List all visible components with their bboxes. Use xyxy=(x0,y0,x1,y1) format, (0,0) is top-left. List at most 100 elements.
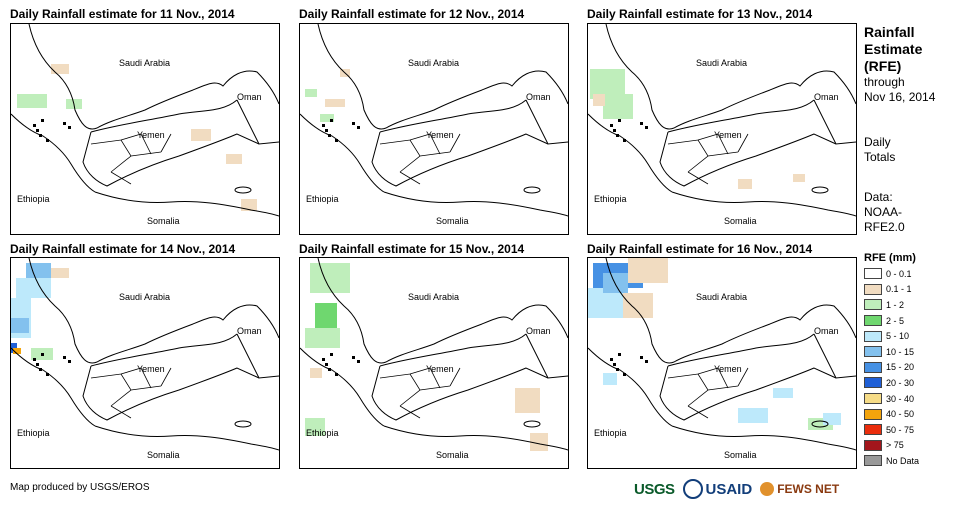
legend-swatch xyxy=(864,268,882,280)
legend-item: 20 - 30 xyxy=(864,375,919,391)
country-label-ethiopia: Ethiopia xyxy=(17,194,50,204)
rfe-legend: RFE (mm) 0 - 0.1 0.1 - 1 1 - 2 2 - 5 5 - 10 1… xyxy=(864,252,919,469)
legend-item: 2 - 5 xyxy=(864,313,919,329)
legend-label: 40 - 50 xyxy=(886,409,915,420)
island-mark xyxy=(36,129,39,132)
country-label-ethiopia: Ethiopia xyxy=(594,194,627,204)
rainfall-patch xyxy=(515,388,540,413)
country-label-yemen: Yemen xyxy=(426,364,454,374)
rainfall-patch xyxy=(305,328,340,348)
boundary-line xyxy=(379,99,527,133)
island-mark xyxy=(68,360,71,363)
panel-title-11nov: Daily Rainfall estimate for 11 Nov., 201… xyxy=(10,7,235,21)
country-label-somalia: Somalia xyxy=(724,450,757,460)
boundary-line xyxy=(90,99,238,133)
boundary-line xyxy=(94,191,279,217)
governorate-lines xyxy=(90,367,172,419)
island-mark xyxy=(352,122,355,125)
boundary-line xyxy=(28,258,279,364)
island-mark xyxy=(330,353,333,356)
legend-swatch xyxy=(864,455,882,467)
side-totals: Totals xyxy=(864,150,896,164)
island-mark xyxy=(616,134,619,137)
boundary-line xyxy=(11,113,96,193)
legend-items: 0 - 0.1 0.1 - 1 1 - 2 2 - 5 5 - 10 10 - 15 15 … xyxy=(864,266,919,469)
side-date: Nov 16, 2014 xyxy=(864,90,936,104)
boundary-line xyxy=(28,24,279,130)
boundary-line xyxy=(300,113,385,193)
side-daily: Daily xyxy=(864,135,891,149)
island-mark xyxy=(613,129,616,132)
panel-title-13nov: Daily Rainfall estimate for 13 Nov., 201… xyxy=(587,7,813,21)
boundary-line xyxy=(605,24,856,130)
country-label-saudi: Saudi Arabia xyxy=(408,292,459,302)
rainfall-patch xyxy=(628,258,668,283)
island-mark xyxy=(645,126,648,129)
island-mark xyxy=(328,134,331,137)
socotra-island xyxy=(811,420,829,428)
rainfall-patch xyxy=(530,433,548,451)
legend-swatch xyxy=(864,377,882,389)
island-mark xyxy=(610,358,613,361)
side-source1: NOAA- xyxy=(864,205,903,219)
rainfall-patch xyxy=(738,408,768,423)
legend-item: 40 - 50 xyxy=(864,406,919,422)
side-description: Rainfall Estimate (RFE) through Nov 16, … xyxy=(864,24,935,105)
map-svg: Saudi Arabia Oman Yemen Ethiopia Somalia xyxy=(300,24,568,226)
boundary-line xyxy=(383,425,568,451)
panel-title-16nov: Daily Rainfall estimate for 16 Nov., 201… xyxy=(587,242,813,256)
legend-swatch xyxy=(864,299,882,311)
country-label-oman: Oman xyxy=(237,92,262,102)
country-label-ethiopia: Ethiopia xyxy=(306,194,339,204)
boundary-line xyxy=(300,347,385,427)
fews-logo-text: FEWS NET xyxy=(777,482,840,496)
side-through: through xyxy=(864,75,905,89)
legend-item: 5 - 10 xyxy=(864,328,919,344)
rainfall-patch xyxy=(310,368,322,378)
island-mark xyxy=(328,368,331,371)
country-label-oman: Oman xyxy=(237,326,262,336)
boundary-line xyxy=(667,99,815,133)
legend-label: > 75 xyxy=(886,440,904,451)
island-mark xyxy=(623,139,626,142)
legend-label: 2 - 5 xyxy=(886,315,905,326)
rainfall-patch xyxy=(241,199,257,211)
governorate-lines xyxy=(90,133,172,185)
island-mark xyxy=(613,363,616,366)
boundary-line xyxy=(371,131,549,187)
boundary-line xyxy=(90,333,238,367)
map-panel-12nov: Saudi Arabia Oman Yemen Ethiopia Somalia xyxy=(299,23,569,235)
island-mark xyxy=(46,373,49,376)
governorate-lines xyxy=(667,367,749,419)
country-label-ethiopia: Ethiopia xyxy=(594,428,627,438)
country-label-yemen: Yemen xyxy=(714,364,742,374)
island-mark xyxy=(33,124,36,127)
fews-sun-icon xyxy=(760,482,775,496)
rainfall-patch xyxy=(623,293,653,318)
rainfall-patch xyxy=(593,94,605,106)
legend-swatch xyxy=(864,393,882,405)
island-mark xyxy=(357,360,360,363)
island-mark xyxy=(618,119,621,122)
boundary-line xyxy=(82,131,260,187)
island-mark xyxy=(640,122,643,125)
legend-item: > 75 xyxy=(864,438,919,454)
country-label-ethiopia: Ethiopia xyxy=(17,428,50,438)
boundary-line xyxy=(11,347,96,427)
country-label-somalia: Somalia xyxy=(724,216,757,226)
legend-swatch xyxy=(864,330,882,342)
boundary-line xyxy=(383,191,568,217)
island-mark xyxy=(335,373,338,376)
legend-swatch xyxy=(864,361,882,373)
legend-label: No Data xyxy=(886,455,920,466)
country-label-somalia: Somalia xyxy=(147,450,180,460)
country-label-oman: Oman xyxy=(526,326,551,336)
boundary-line xyxy=(671,425,856,451)
map-svg: Saudi Arabia Oman Yemen Ethiopia Somalia xyxy=(11,258,279,460)
legend-label: 10 - 15 xyxy=(886,346,915,357)
side-data-label: Data: xyxy=(864,190,893,204)
rainfall-patch xyxy=(305,89,317,97)
island-mark xyxy=(325,363,328,366)
rainfall-patch xyxy=(773,388,793,398)
legend-swatch xyxy=(864,424,882,436)
